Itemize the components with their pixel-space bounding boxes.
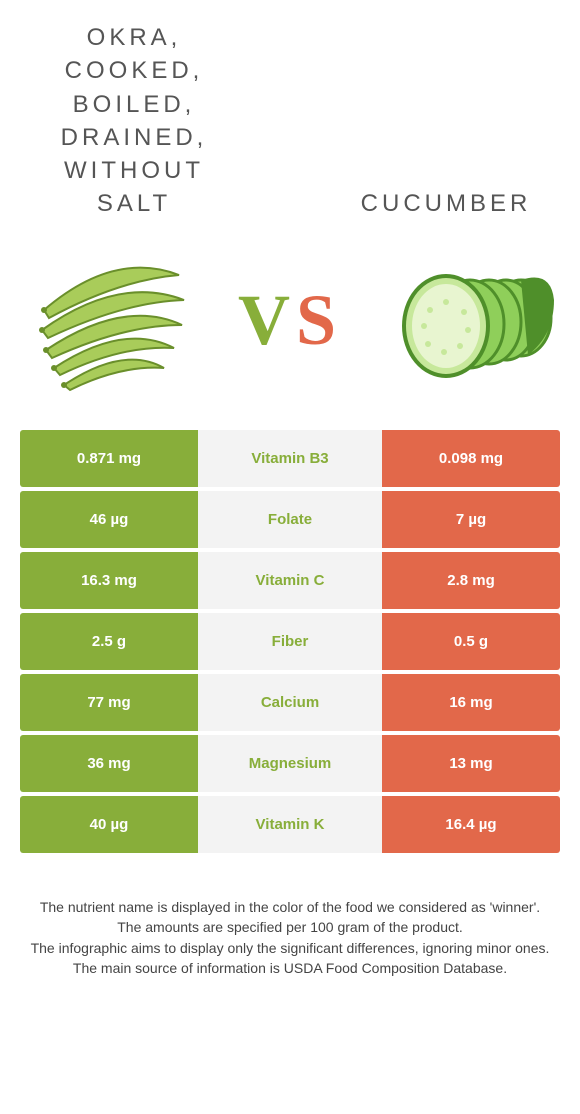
nutrient-label: Vitamin B3 — [198, 430, 382, 487]
header-titles: OKRA, COOKED, BOILED, DRAINED, WITHOUT S… — [0, 0, 580, 220]
table-row: 36 mgMagnesium13 mg — [20, 735, 560, 792]
nutrient-label: Vitamin K — [198, 796, 382, 853]
nutrient-table: 0.871 mgVitamin B30.098 mg46 µgFolate7 µ… — [0, 430, 580, 853]
footer-notes: The nutrient name is displayed in the co… — [0, 857, 580, 978]
right-value: 16 mg — [382, 674, 560, 731]
footer-line: The amounts are specified per 100 gram o… — [20, 917, 560, 937]
right-food-title: CUCUMBER — [336, 187, 556, 220]
right-value: 0.5 g — [382, 613, 560, 670]
nutrient-label: Vitamin C — [198, 552, 382, 609]
left-food-title: OKRA, COOKED, BOILED, DRAINED, WITHOUT S… — [24, 21, 244, 220]
nutrient-label: Magnesium — [198, 735, 382, 792]
images-row: VS — [0, 220, 580, 430]
right-value: 16.4 µg — [382, 796, 560, 853]
left-value: 0.871 mg — [20, 430, 198, 487]
nutrient-label: Calcium — [198, 674, 382, 731]
left-value: 40 µg — [20, 796, 198, 853]
nutrient-label: Folate — [198, 491, 382, 548]
right-value: 0.098 mg — [382, 430, 560, 487]
right-value: 2.8 mg — [382, 552, 560, 609]
right-value: 13 mg — [382, 735, 560, 792]
footer-line: The main source of information is USDA F… — [20, 958, 560, 978]
footer-line: The nutrient name is displayed in the co… — [20, 897, 560, 917]
vs-label: VS — [238, 279, 342, 362]
nutrient-label: Fiber — [198, 613, 382, 670]
okra-icon — [24, 240, 194, 400]
table-row: 77 mgCalcium16 mg — [20, 674, 560, 731]
left-value: 16.3 mg — [20, 552, 198, 609]
vs-v: V — [238, 280, 296, 360]
left-value: 77 mg — [20, 674, 198, 731]
table-row: 2.5 gFiber0.5 g — [20, 613, 560, 670]
table-row: 0.871 mgVitamin B30.098 mg — [20, 430, 560, 487]
right-value: 7 µg — [382, 491, 560, 548]
table-row: 16.3 mgVitamin C2.8 mg — [20, 552, 560, 609]
table-row: 40 µgVitamin K16.4 µg — [20, 796, 560, 853]
cucumber-icon — [386, 240, 556, 400]
table-row: 46 µgFolate7 µg — [20, 491, 560, 548]
left-value: 46 µg — [20, 491, 198, 548]
vs-s: S — [296, 280, 342, 360]
footer-line: The infographic aims to display only the… — [20, 938, 560, 958]
left-value: 2.5 g — [20, 613, 198, 670]
left-value: 36 mg — [20, 735, 198, 792]
